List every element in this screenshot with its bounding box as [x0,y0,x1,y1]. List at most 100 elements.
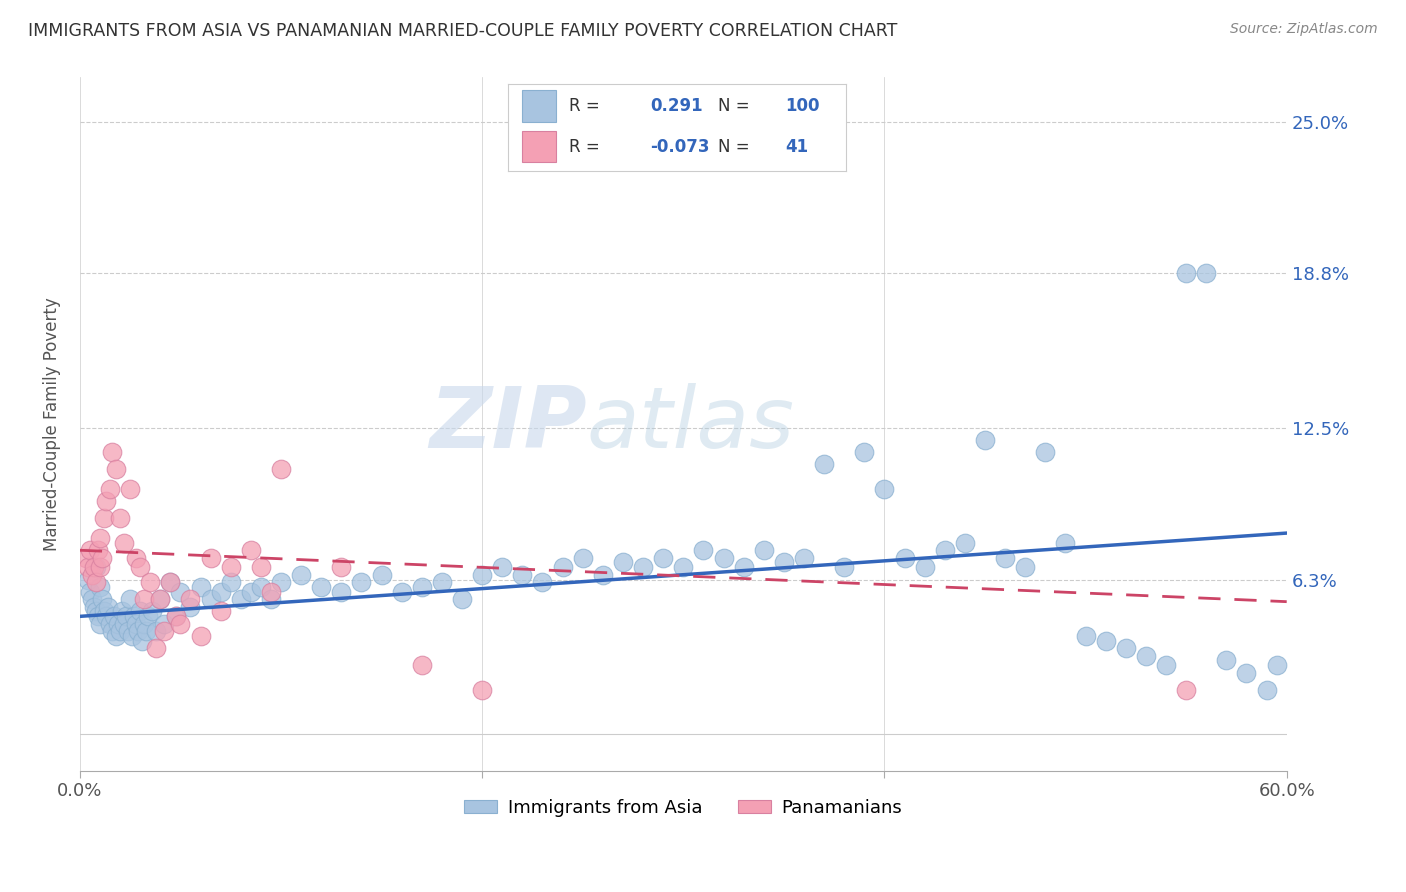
Point [111,604,134,618]
Point [451,592,474,607]
Point [89,531,111,545]
Point [129,560,152,574]
Point [83,560,105,574]
Point [1154,658,1177,673]
Point [145,624,167,638]
Point [893,550,915,565]
Point [592,567,614,582]
Point [120,482,142,496]
Point [84,575,107,590]
Point [93,511,115,525]
Point [89,616,111,631]
Point [153,624,176,638]
Point [391,585,413,599]
Point [209,604,232,618]
Point [87,543,110,558]
Text: atlas: atlas [586,383,794,466]
Point [159,575,181,590]
Point [80,567,103,582]
Point [209,585,232,599]
Point [260,585,283,599]
Point [179,599,201,614]
Point [105,629,128,643]
Point [107,616,129,631]
Point [934,543,956,558]
Point [83,599,105,614]
Point [94,609,117,624]
Point [87,609,110,624]
Point [692,543,714,558]
Point [141,604,163,618]
Point [153,616,176,631]
Point [200,592,222,607]
Point [239,543,262,558]
Point [115,609,138,624]
Point [239,585,262,599]
Point [652,550,675,565]
Point [229,592,252,607]
Point [471,682,494,697]
Point [1135,648,1157,663]
Point [77,573,100,587]
Point [512,567,534,582]
Point [103,609,125,624]
Point [793,550,815,565]
Point [101,445,124,459]
Point [491,560,513,574]
Point [1115,641,1137,656]
Point [127,624,149,638]
Legend: Immigrants from Asia, Panamanians: Immigrants from Asia, Panamanians [457,791,910,824]
Point [93,604,115,618]
Point [125,616,148,631]
Point [105,462,128,476]
Point [411,658,433,673]
Point [94,494,117,508]
Point [108,624,131,638]
Y-axis label: Married-Couple Family Poverty: Married-Couple Family Poverty [44,297,60,551]
Point [125,550,148,565]
Point [430,575,453,590]
Point [994,550,1017,565]
Point [149,592,172,607]
Point [612,556,634,570]
Point [121,629,143,643]
Point [813,458,835,472]
Point [309,580,332,594]
Point [571,550,593,565]
Point [108,511,131,525]
Point [330,585,353,599]
Point [79,585,101,599]
Point [134,616,156,631]
Point [91,550,114,565]
Point [270,575,292,590]
Point [551,560,574,574]
Point [1175,267,1198,281]
Point [752,543,775,558]
Point [914,560,936,574]
Point [471,567,494,582]
Point [190,580,212,594]
Point [733,560,755,574]
Point [165,609,187,624]
Point [1033,445,1056,459]
Point [219,575,242,590]
Point [79,543,101,558]
Point [80,592,103,607]
Point [974,433,997,447]
Point [91,592,114,607]
Point [330,560,353,574]
Point [179,592,201,607]
Point [260,592,283,607]
Point [250,580,273,594]
Point [136,609,159,624]
Point [129,604,152,618]
Point [411,580,433,594]
Point [131,633,153,648]
Point [1175,682,1198,697]
Point [165,609,187,624]
Point [139,575,162,590]
Point [832,560,855,574]
Point [84,560,107,574]
Point [1195,267,1218,281]
Point [219,560,242,574]
